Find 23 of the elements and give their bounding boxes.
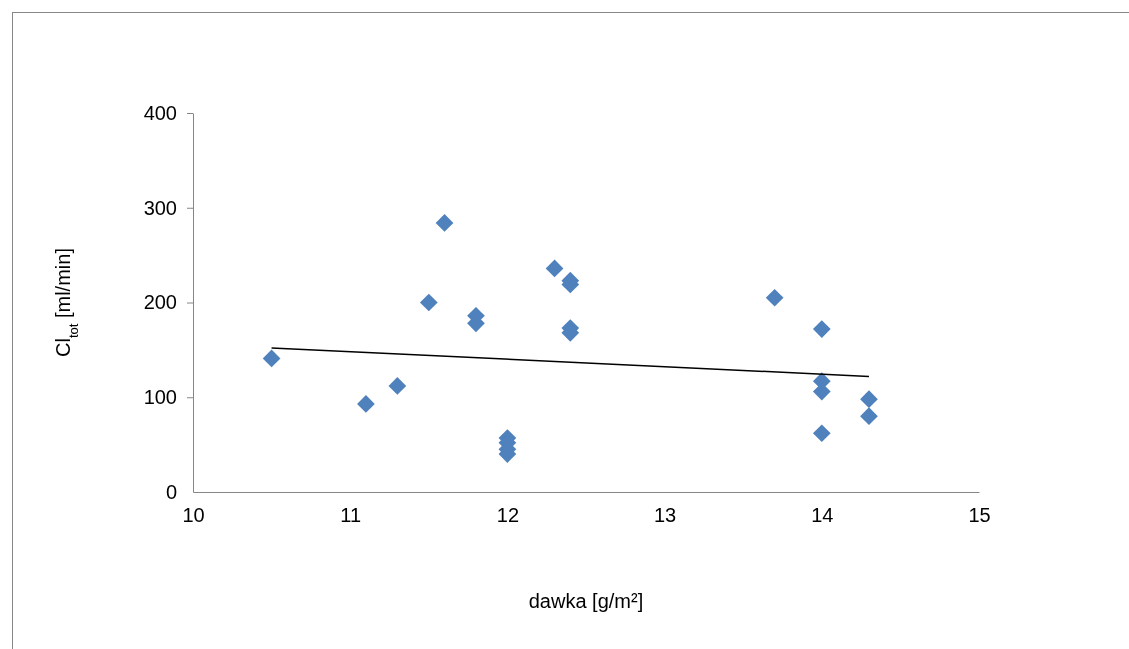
x-tick-label: 15 bbox=[968, 504, 991, 527]
point bbox=[388, 377, 407, 395]
point bbox=[812, 320, 831, 338]
x-tick-label: 12 bbox=[496, 504, 520, 527]
point bbox=[765, 288, 784, 307]
x-tick-label: 13 bbox=[653, 504, 677, 527]
point bbox=[545, 259, 564, 278]
x-tick-label: 10 bbox=[182, 504, 205, 527]
y-tick-label: 300 bbox=[143, 196, 177, 219]
point bbox=[435, 214, 454, 232]
point bbox=[860, 407, 878, 426]
y-tick-label: 200 bbox=[143, 291, 177, 314]
x-tick-label: 14 bbox=[811, 504, 834, 527]
point bbox=[860, 390, 878, 408]
point bbox=[262, 349, 281, 368]
point bbox=[812, 424, 831, 443]
y-tick-label: 400 bbox=[143, 101, 177, 124]
point bbox=[419, 293, 438, 312]
x-axis-title: dawka [g/m²] bbox=[528, 590, 644, 612]
y-tick-label: 0 bbox=[165, 480, 177, 503]
x-tick-label: 11 bbox=[340, 504, 362, 527]
point bbox=[357, 395, 375, 413]
y-tick-label: 100 bbox=[143, 386, 177, 409]
